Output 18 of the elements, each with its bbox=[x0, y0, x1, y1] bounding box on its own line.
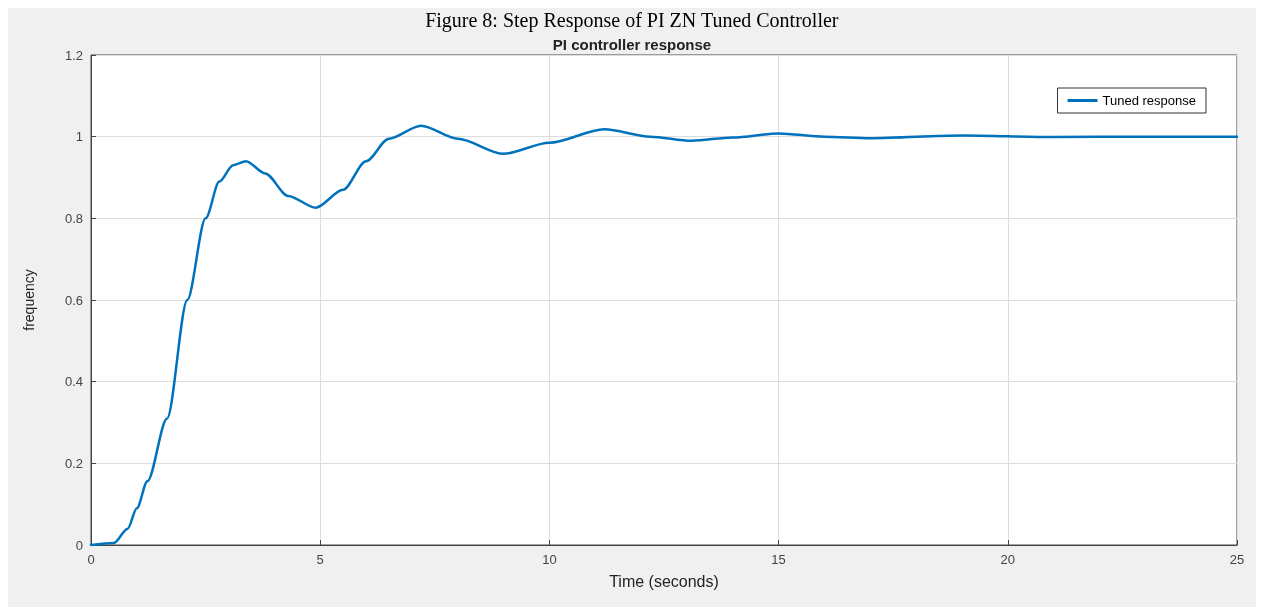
x-tick-label: 15 bbox=[771, 552, 786, 567]
x-tick-label: 10 bbox=[542, 552, 557, 567]
x-tick-label: 5 bbox=[316, 552, 324, 567]
y-tick-label: 1.2 bbox=[64, 47, 83, 63]
y-tick-label: 1 bbox=[75, 129, 83, 145]
x-axis-title: Time (seconds) bbox=[609, 572, 719, 590]
x-tick-label: 0 bbox=[87, 552, 95, 567]
y-tick-label: 0.8 bbox=[64, 210, 83, 226]
y-tick-label: 0 bbox=[75, 537, 83, 553]
x-tick-label: 20 bbox=[1000, 552, 1016, 567]
y-tick-label: 0.2 bbox=[64, 455, 83, 471]
x-tick-label: 25 bbox=[1229, 552, 1245, 567]
y-tick-label: 0.6 bbox=[64, 292, 83, 308]
caption: Figure 8: Step Response of PI ZN Tuned Controller bbox=[425, 9, 839, 32]
y-tick-label: 0.4 bbox=[64, 374, 83, 390]
y-axis-title: frequency bbox=[21, 269, 37, 331]
chart-title: PI controller response bbox=[552, 36, 712, 53]
legend-label: Tuned response bbox=[1102, 93, 1197, 108]
